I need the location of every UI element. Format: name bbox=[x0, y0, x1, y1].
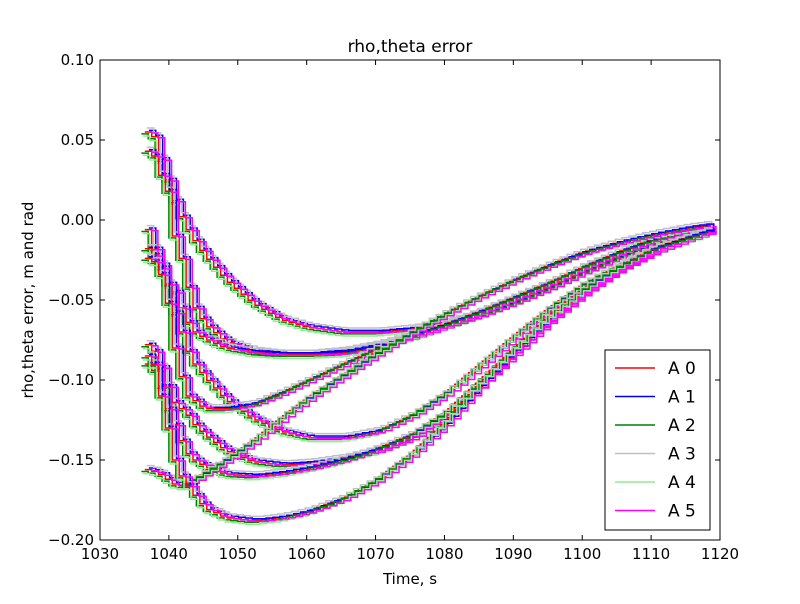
y-tick-label: −0.20 bbox=[48, 531, 94, 549]
curve-7-series-5 bbox=[151, 230, 717, 478]
curve-9-series-4 bbox=[142, 233, 709, 526]
axes: 1030 1040 1050 1060 1070 1080 1090 1100 1110 1120… bbox=[48, 51, 739, 563]
x-tick-label: 1040 bbox=[150, 545, 188, 563]
x-tick-label: 1100 bbox=[563, 545, 601, 563]
legend-label-1: A 1 bbox=[668, 388, 696, 408]
x-tick-label: 1080 bbox=[425, 545, 463, 563]
legend-label-2: A 2 bbox=[668, 416, 696, 436]
legend-label-0: A 0 bbox=[668, 359, 696, 379]
x-axis-label: Time, s bbox=[382, 570, 437, 588]
x-tick-label: 1120 bbox=[701, 545, 739, 563]
y-tick-label: 0.00 bbox=[61, 211, 94, 229]
y-tick-label: 0.05 bbox=[61, 131, 94, 149]
x-tick-label: 1060 bbox=[288, 545, 326, 563]
curve-9-series-5 bbox=[151, 230, 717, 523]
y-axis-label: rho,theta error, m and rad bbox=[19, 202, 37, 399]
legend: A 0 A 1 A 2 A 3 A 4 A 5 bbox=[604, 349, 711, 531]
y-tick-label: −0.10 bbox=[48, 371, 94, 389]
plot-lines bbox=[141, 127, 717, 526]
curve-5-series-5 bbox=[151, 227, 717, 411]
x-tick-label: 1110 bbox=[632, 545, 670, 563]
legend-label-4: A 4 bbox=[668, 473, 696, 493]
x-tick-label: 1030 bbox=[81, 545, 119, 563]
y-tick-label: −0.15 bbox=[48, 451, 94, 469]
chart-title: rho,theta error bbox=[348, 37, 473, 57]
curve-8-series-2 bbox=[141, 226, 707, 489]
x-tick-label: 1050 bbox=[219, 545, 257, 563]
legend-label-5: A 5 bbox=[668, 502, 696, 522]
legend-label-3: A 3 bbox=[668, 445, 696, 465]
y-tick-label: −0.05 bbox=[48, 291, 94, 309]
curve-8-series-5 bbox=[151, 225, 717, 488]
curve-9-series-3 bbox=[146, 225, 713, 518]
y-tick-label: 0.10 bbox=[61, 51, 94, 69]
x-tick-label: 1070 bbox=[356, 545, 394, 563]
curve-8-series-3 bbox=[146, 220, 713, 483]
curve-8-series-4 bbox=[142, 228, 709, 491]
x-tick-label: 1090 bbox=[494, 545, 532, 563]
legend-box bbox=[604, 349, 711, 531]
curve-5-series-3 bbox=[146, 222, 713, 406]
